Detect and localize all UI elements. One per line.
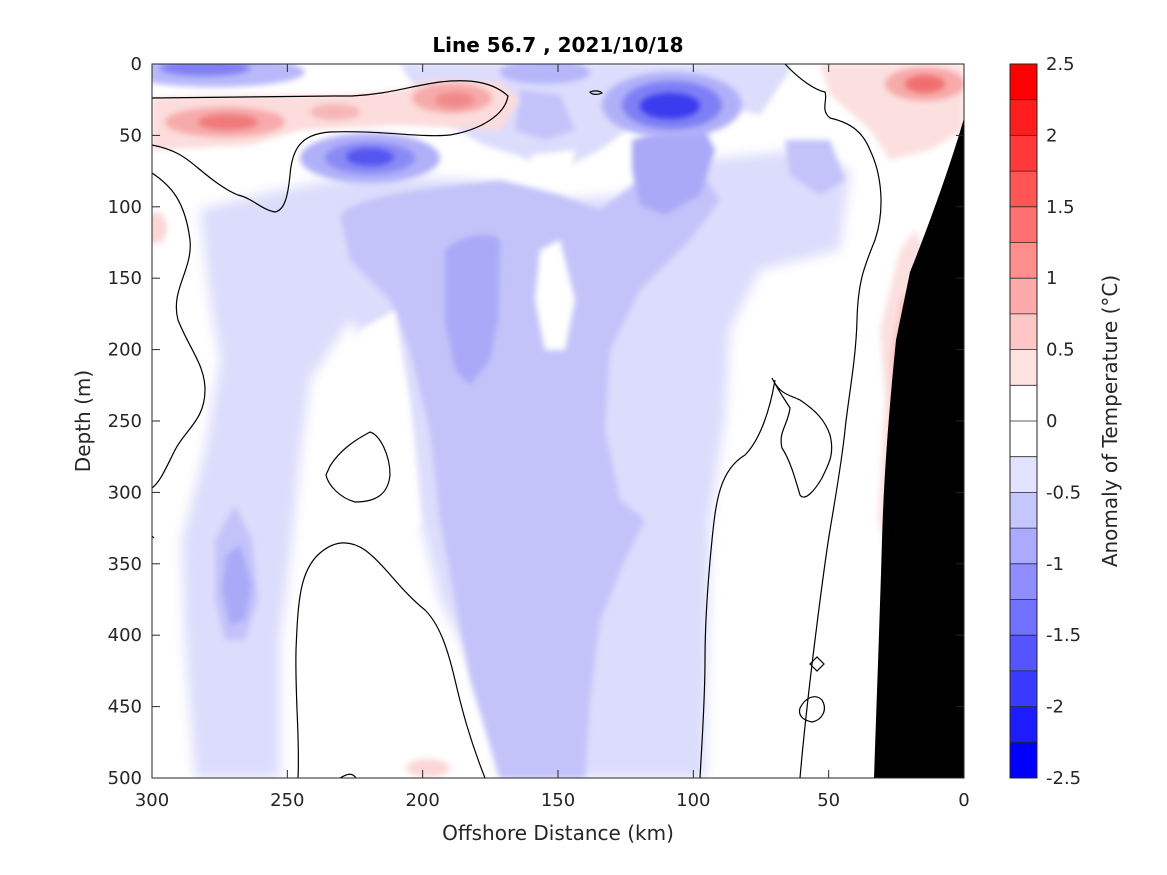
zero-contours [152, 64, 882, 778]
colorbar-bin [1010, 421, 1037, 457]
anomaly-region [346, 148, 394, 166]
x-tick-label: 0 [958, 790, 969, 811]
anomaly-region [535, 240, 575, 350]
anomaly-region [160, 64, 250, 76]
anomaly-region [335, 310, 420, 560]
colorbar-bin [1010, 706, 1037, 743]
zero-contour-line [589, 90, 604, 95]
y-axis-label: Depth (m) [71, 370, 95, 472]
colorbar-bin [1010, 599, 1037, 636]
anomaly-region [406, 759, 450, 777]
colorbar-bin [1010, 278, 1037, 315]
zero-contour-line [784, 64, 882, 778]
anomaly-region [445, 234, 500, 385]
y-tick-label: 100 [108, 197, 142, 218]
zero-contour-line [771, 377, 833, 498]
anomaly-region [340, 170, 720, 778]
y-tick-label: 400 [108, 625, 142, 646]
colorbar-bin [1010, 135, 1037, 172]
colorbar-bin [1010, 349, 1037, 386]
colorbar-bin [1010, 313, 1037, 350]
zero-contour-line [809, 656, 825, 672]
anomaly-region [515, 90, 575, 140]
zero-contour-line [152, 172, 206, 489]
colorbar-bin [1010, 242, 1037, 279]
colorbar-tick-label: 0 [1046, 411, 1057, 432]
anomaly-region [632, 120, 715, 215]
anomaly-region [435, 92, 475, 108]
colorbar-tick-label: -1 [1046, 554, 1064, 575]
y-tick-label: 50 [119, 125, 142, 146]
y-axis: 0 50 100 150 200 250 300 350 400 450 500 [108, 54, 964, 789]
x-axis-label: Offshore Distance (km) [442, 821, 674, 845]
colorbar-tick-label: -2.5 [1046, 768, 1081, 789]
chart-title: Line 56.7 , 2021/10/18 [432, 33, 683, 57]
zero-contour-line [699, 379, 776, 778]
x-tick-label: 200 [405, 790, 439, 811]
colorbar-tick-label: -2 [1046, 697, 1064, 718]
colorbar-tick-label: 2 [1046, 125, 1057, 146]
y-tick-label: 500 [108, 768, 142, 789]
zero-contour-line [325, 431, 391, 503]
colorbar-bin [1010, 742, 1037, 779]
anomaly-region [530, 150, 575, 180]
colorbar-bin [1010, 635, 1037, 672]
colorbar-tick-label: -1.5 [1046, 625, 1081, 646]
zero-contour-line [798, 696, 825, 723]
colorbar-bin [1010, 385, 1037, 422]
anomaly-region [152, 212, 167, 244]
y-tick-label: 450 [108, 697, 142, 718]
anomaly-region [310, 104, 360, 120]
colorbar-bin [1010, 563, 1037, 600]
colorbar-tick-label: 2.5 [1046, 54, 1075, 75]
colorbar-bin [1010, 456, 1037, 493]
y-tick-label: 250 [108, 411, 142, 432]
y-tick-label: 200 [108, 340, 142, 361]
y-tick-label: 150 [108, 268, 142, 289]
anomaly-region [640, 93, 700, 119]
x-tick-label: 300 [135, 790, 169, 811]
plot-area [152, 64, 964, 778]
y-tick-label: 300 [108, 482, 142, 503]
colorbar-bin [1010, 492, 1037, 529]
anomaly-region [785, 140, 845, 195]
colorbar-label: Anomaly of Temperature (°C) [1098, 275, 1122, 567]
anomaly-region [500, 64, 590, 84]
anomaly-region [222, 545, 252, 625]
zero-contour-line [152, 80, 509, 213]
zero-contour-line [295, 542, 486, 778]
x-tick-label: 250 [270, 790, 304, 811]
colorbar-tick-label: 1.5 [1046, 197, 1075, 218]
colorbar-bin [1010, 64, 1037, 100]
x-tick-label: 150 [541, 790, 575, 811]
y-tick-label: 0 [131, 54, 142, 75]
colorbar-tick-label: 1 [1046, 268, 1057, 289]
colorbar-bin [1010, 99, 1037, 136]
anomaly-region [905, 75, 945, 93]
x-tick-label: 100 [676, 790, 710, 811]
colorbar-frame [1009, 63, 1038, 779]
bathymetry-mask [874, 118, 964, 778]
y-tick-label: 350 [108, 554, 142, 575]
colorbar-bin [1010, 528, 1037, 565]
heatmap-field [152, 64, 964, 778]
x-axis: 300 250 200 150 100 50 0 [135, 64, 970, 811]
colorbar-tick-label: -0.5 [1046, 482, 1081, 503]
colorbar-bin [1010, 206, 1037, 243]
colorbar-bin [1010, 670, 1037, 707]
x-tick-label: 50 [817, 790, 840, 811]
colorbar-bin [1010, 171, 1037, 208]
colorbar: 2.5 2 1.5 1 0.5 0 -0.5 -1 -1.5 -2 -2.5 [1009, 54, 1081, 789]
zero-contour-line [339, 773, 357, 778]
colorbar-tick-label: 0.5 [1046, 340, 1075, 361]
anomaly-region [198, 114, 258, 130]
